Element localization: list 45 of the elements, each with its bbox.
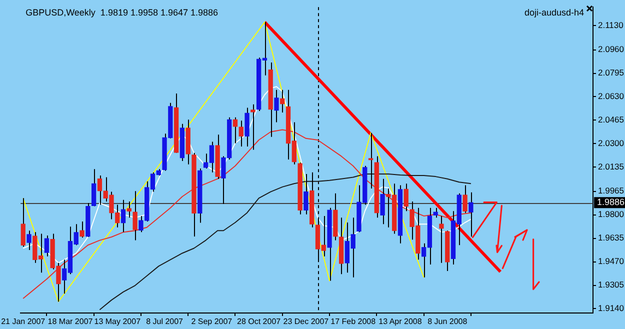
- y-tick-label: 2.0300: [598, 138, 624, 148]
- candlestick: [126, 200, 132, 218]
- x-tick-label: 23 Dec 2007: [283, 317, 330, 326]
- candlestick: [439, 215, 444, 264]
- candlestick: [20, 198, 26, 248]
- candlestick: [120, 199, 126, 233]
- candlestick: [80, 221, 84, 238]
- annotation: doji-audusd-h4: [524, 8, 584, 18]
- candlestick: [44, 234, 50, 257]
- candlestick: [433, 207, 438, 218]
- y-tick-label: 2.0135: [598, 162, 624, 172]
- candlestick: [404, 183, 408, 212]
- y-tick-label: 1.9305: [598, 280, 624, 290]
- candlestick: [462, 184, 468, 214]
- y-tick-label: 1.9800: [598, 209, 624, 220]
- candlestick: [26, 230, 32, 250]
- candlestick: [132, 190, 138, 241]
- candlestick: [368, 132, 374, 190]
- y-tick-label: 2.0630: [598, 91, 624, 102]
- y-tick-label: 2.0795: [598, 68, 624, 78]
- candlestick: [280, 89, 285, 114]
- candlestick: [91, 168, 96, 207]
- x-tick-label: 2 Sep 2007: [191, 317, 233, 326]
- y-tick-label: 1.9470: [598, 256, 624, 266]
- y-tick-label: 1.9140: [598, 303, 624, 314]
- y-tick-label: 2.0960: [598, 44, 624, 54]
- x-tick-label: 13 May 2007: [94, 317, 142, 326]
- chart-title: GBPUSD,Weekly 1.9819 1.9958 1.9647 1.9886: [26, 8, 218, 18]
- x-tick-label: 8 Jul 2007: [146, 317, 184, 326]
- x-tick-label: 21 Jan 2007: [1, 317, 46, 326]
- candlestick: [380, 178, 385, 225]
- candlestick: [304, 173, 308, 215]
- y-tick-label: 1.9965: [598, 186, 624, 196]
- x-tick-label: 8 Jun 2008: [428, 317, 468, 326]
- candlestick: [468, 192, 474, 238]
- candlestick: [244, 107, 250, 148]
- x-tick-label: 18 Mar 2007: [48, 317, 94, 326]
- y-tick-label: 2.0465: [598, 114, 624, 125]
- x-tick-label: 13 Apr 2008: [378, 317, 422, 326]
- candlestick: [274, 89, 279, 123]
- x-tick-label: 28 Oct 2007: [237, 317, 282, 326]
- x-tick-label: 17 Feb 2008: [330, 317, 376, 326]
- y-tick-label: 1.9635: [598, 232, 624, 243]
- y-tick-label: 2.1130: [598, 20, 624, 30]
- ref-line-label: 1.9886: [597, 197, 625, 208]
